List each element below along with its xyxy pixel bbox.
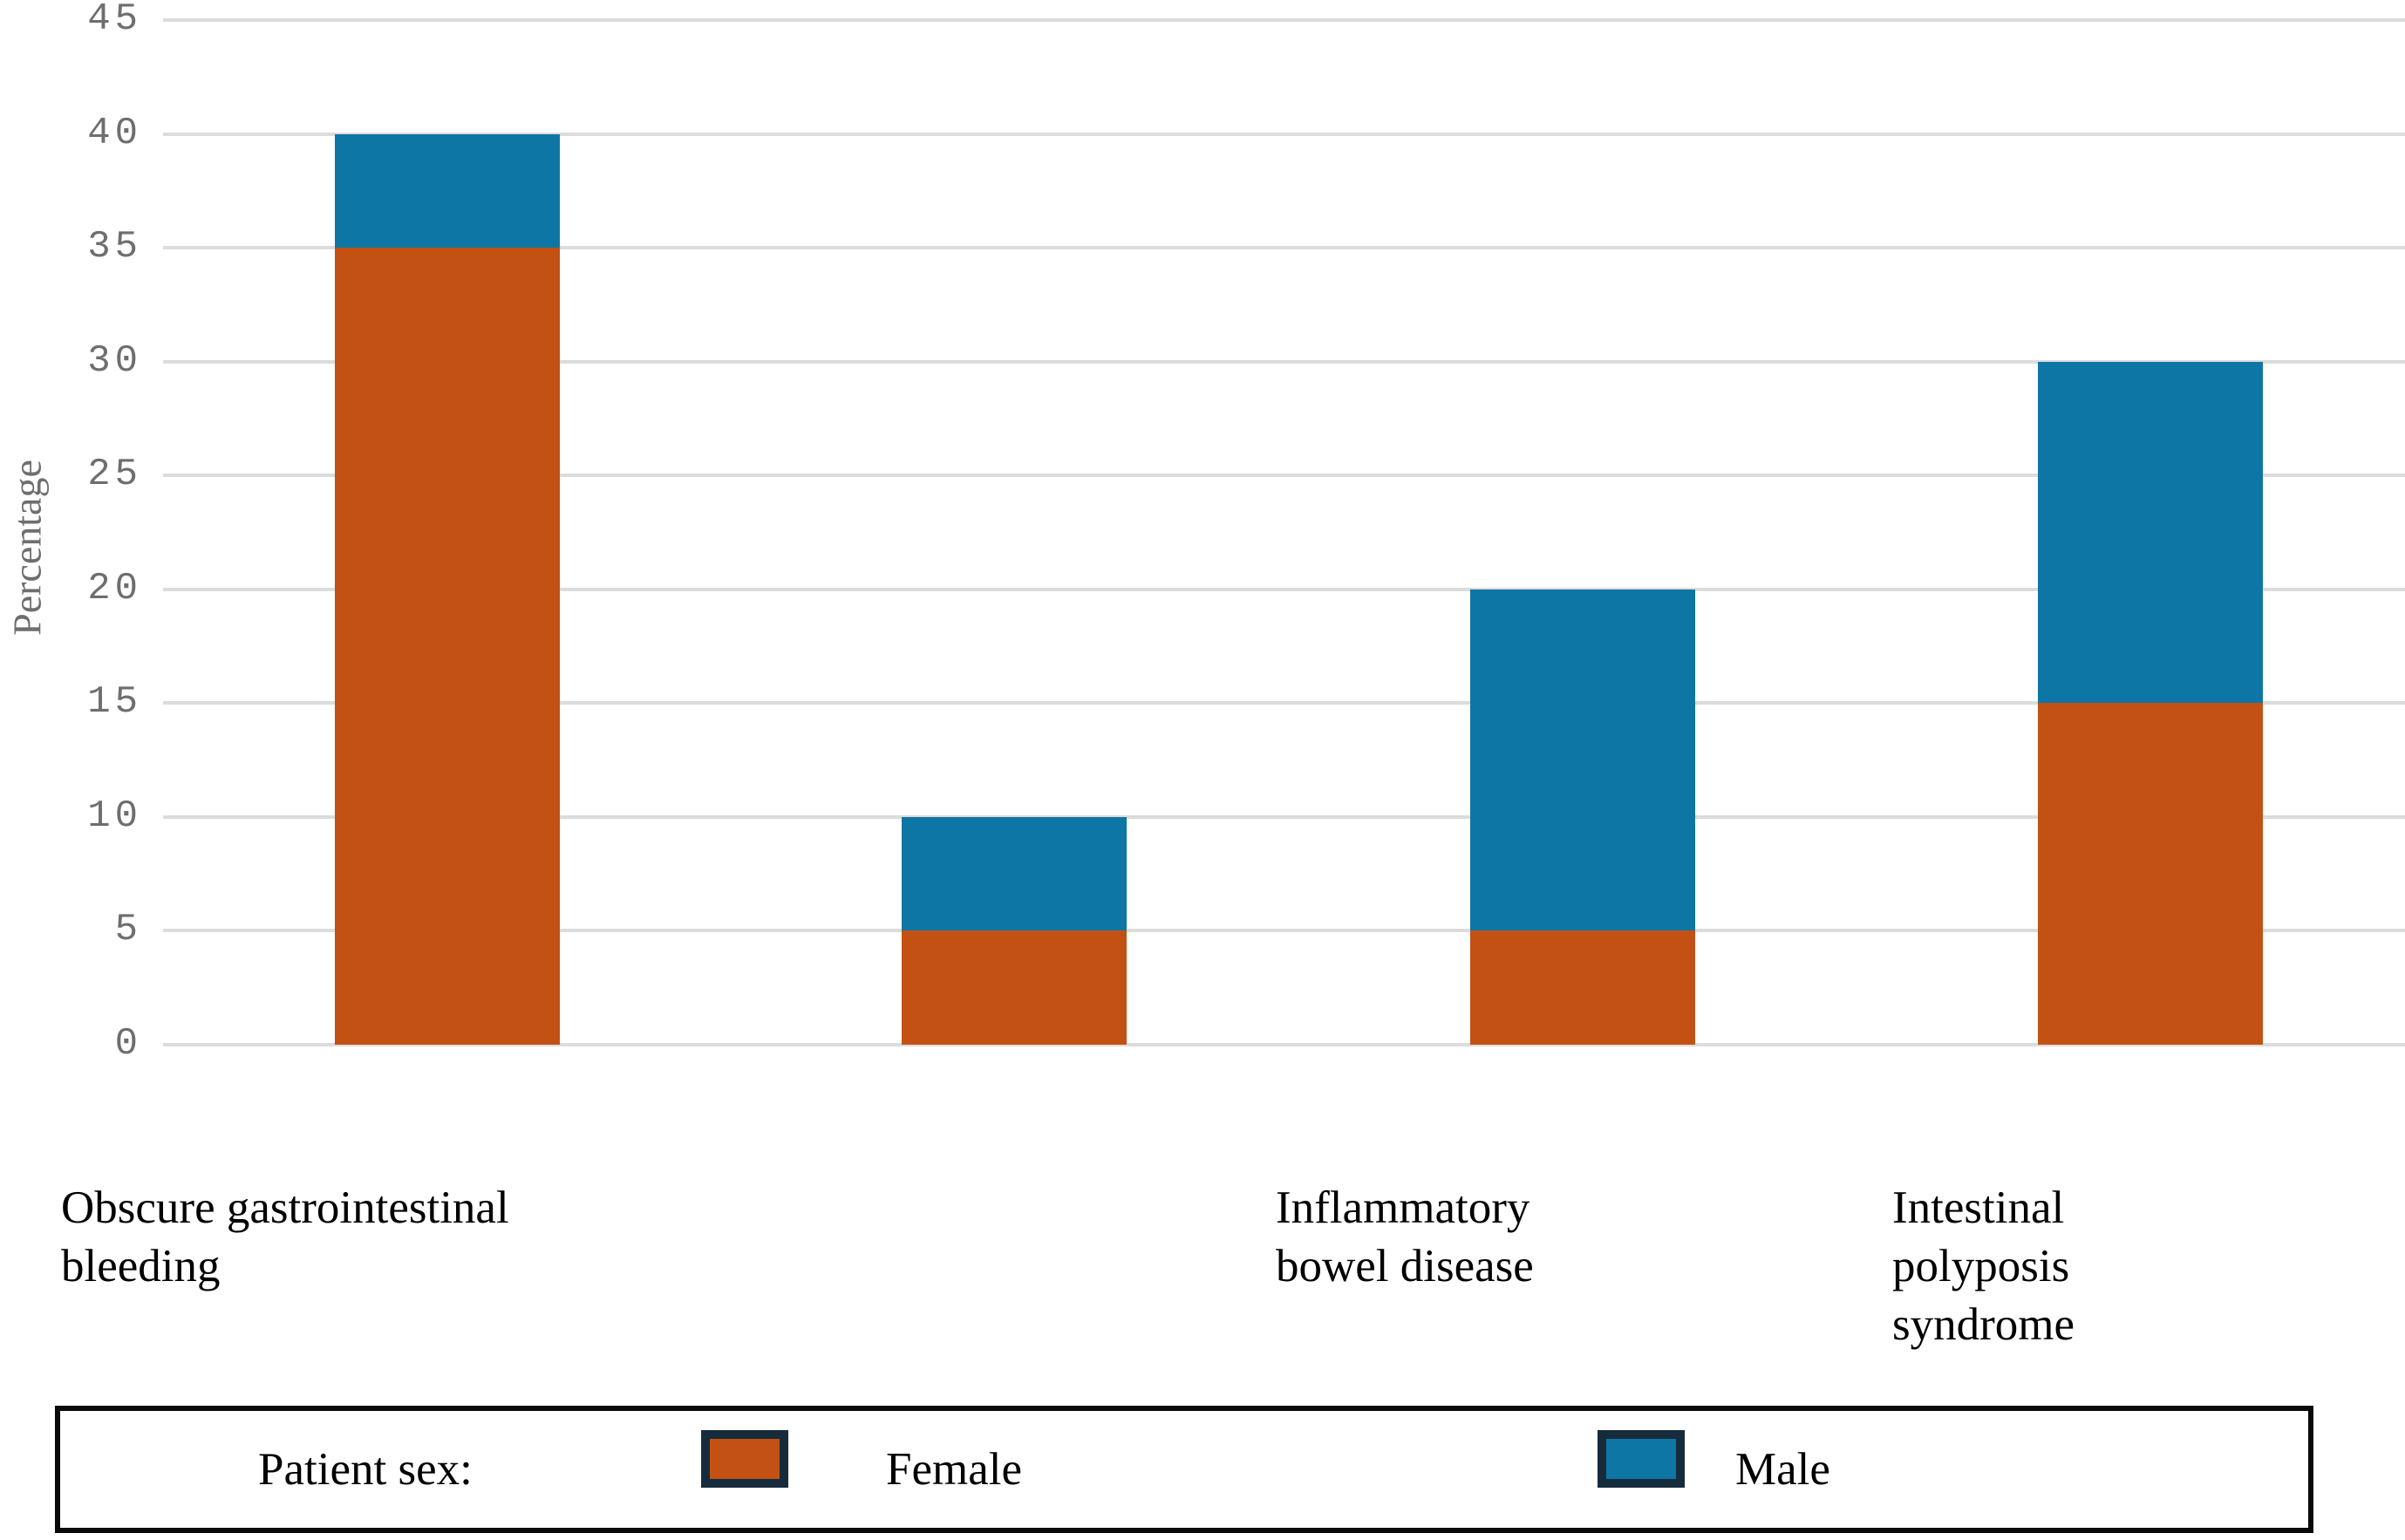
y-tick-label-0: 0 xyxy=(114,1022,142,1066)
x-category-label-2: Inflammatory bowel disease xyxy=(1276,1179,1534,1296)
gridline-5 xyxy=(163,929,2405,933)
bar-3-segment-male xyxy=(2038,361,2263,704)
legend-label-female: Female xyxy=(886,1444,1022,1495)
bar-3-segment-female xyxy=(2038,703,2263,1045)
legend-swatch-male xyxy=(1598,1430,1685,1488)
y-tick-label-20: 20 xyxy=(87,566,142,610)
gridline-25 xyxy=(163,474,2405,478)
y-tick-label-10: 10 xyxy=(87,794,142,838)
gridline-40 xyxy=(163,132,2405,136)
y-tick-label-25: 25 xyxy=(87,453,142,497)
bar-0-segment-female xyxy=(335,248,560,1045)
legend-label-male: Male xyxy=(1735,1444,1830,1495)
legend-box: Patient sex: Female Male xyxy=(55,1406,2313,1533)
x-category-label-line: Inflammatory xyxy=(1276,1182,1530,1233)
y-axis-tick-labels: 0 5 10 15 20 25 30 35 40 45 xyxy=(0,0,142,1540)
y-tick-label-5: 5 xyxy=(114,908,142,952)
x-category-label-line: bleeding xyxy=(61,1241,221,1291)
y-tick-label-15: 15 xyxy=(87,680,142,725)
gridline-30 xyxy=(163,359,2405,364)
x-category-label-line: syndrome xyxy=(1892,1299,2075,1350)
y-tick-label-30: 30 xyxy=(87,338,142,383)
x-category-label-line: Obscure gastrointestinal xyxy=(61,1182,509,1233)
plot-area xyxy=(163,0,2405,1540)
gridline-15 xyxy=(163,701,2405,705)
x-category-label-line: polyposis xyxy=(1892,1241,2070,1291)
x-category-label-0: Obscure gastrointestinal bleeding xyxy=(61,1179,509,1296)
legend-title: Patient sex: xyxy=(258,1444,473,1495)
gridline-0 xyxy=(163,1043,2405,1046)
x-category-label-line: bowel disease xyxy=(1276,1241,1534,1291)
bar-1-segment-female xyxy=(902,930,1127,1045)
x-category-label-line: Intestinal xyxy=(1892,1182,2065,1233)
legend-swatch-female xyxy=(701,1430,788,1488)
bar-0-segment-male xyxy=(335,133,560,249)
y-tick-label-35: 35 xyxy=(87,225,142,269)
y-tick-label-45: 45 xyxy=(87,0,142,41)
x-category-label-3: Intestinal polyposis syndrome xyxy=(1892,1179,2075,1354)
bar-2-segment-male xyxy=(1470,589,1695,931)
y-tick-label-40: 40 xyxy=(87,111,142,155)
bar-2-segment-female xyxy=(1470,930,1695,1045)
gridline-20 xyxy=(163,587,2405,591)
gridline-10 xyxy=(163,814,2405,819)
gridline-35 xyxy=(163,246,2405,250)
bar-1-segment-male xyxy=(902,816,1127,931)
gridline-45 xyxy=(163,18,2405,22)
